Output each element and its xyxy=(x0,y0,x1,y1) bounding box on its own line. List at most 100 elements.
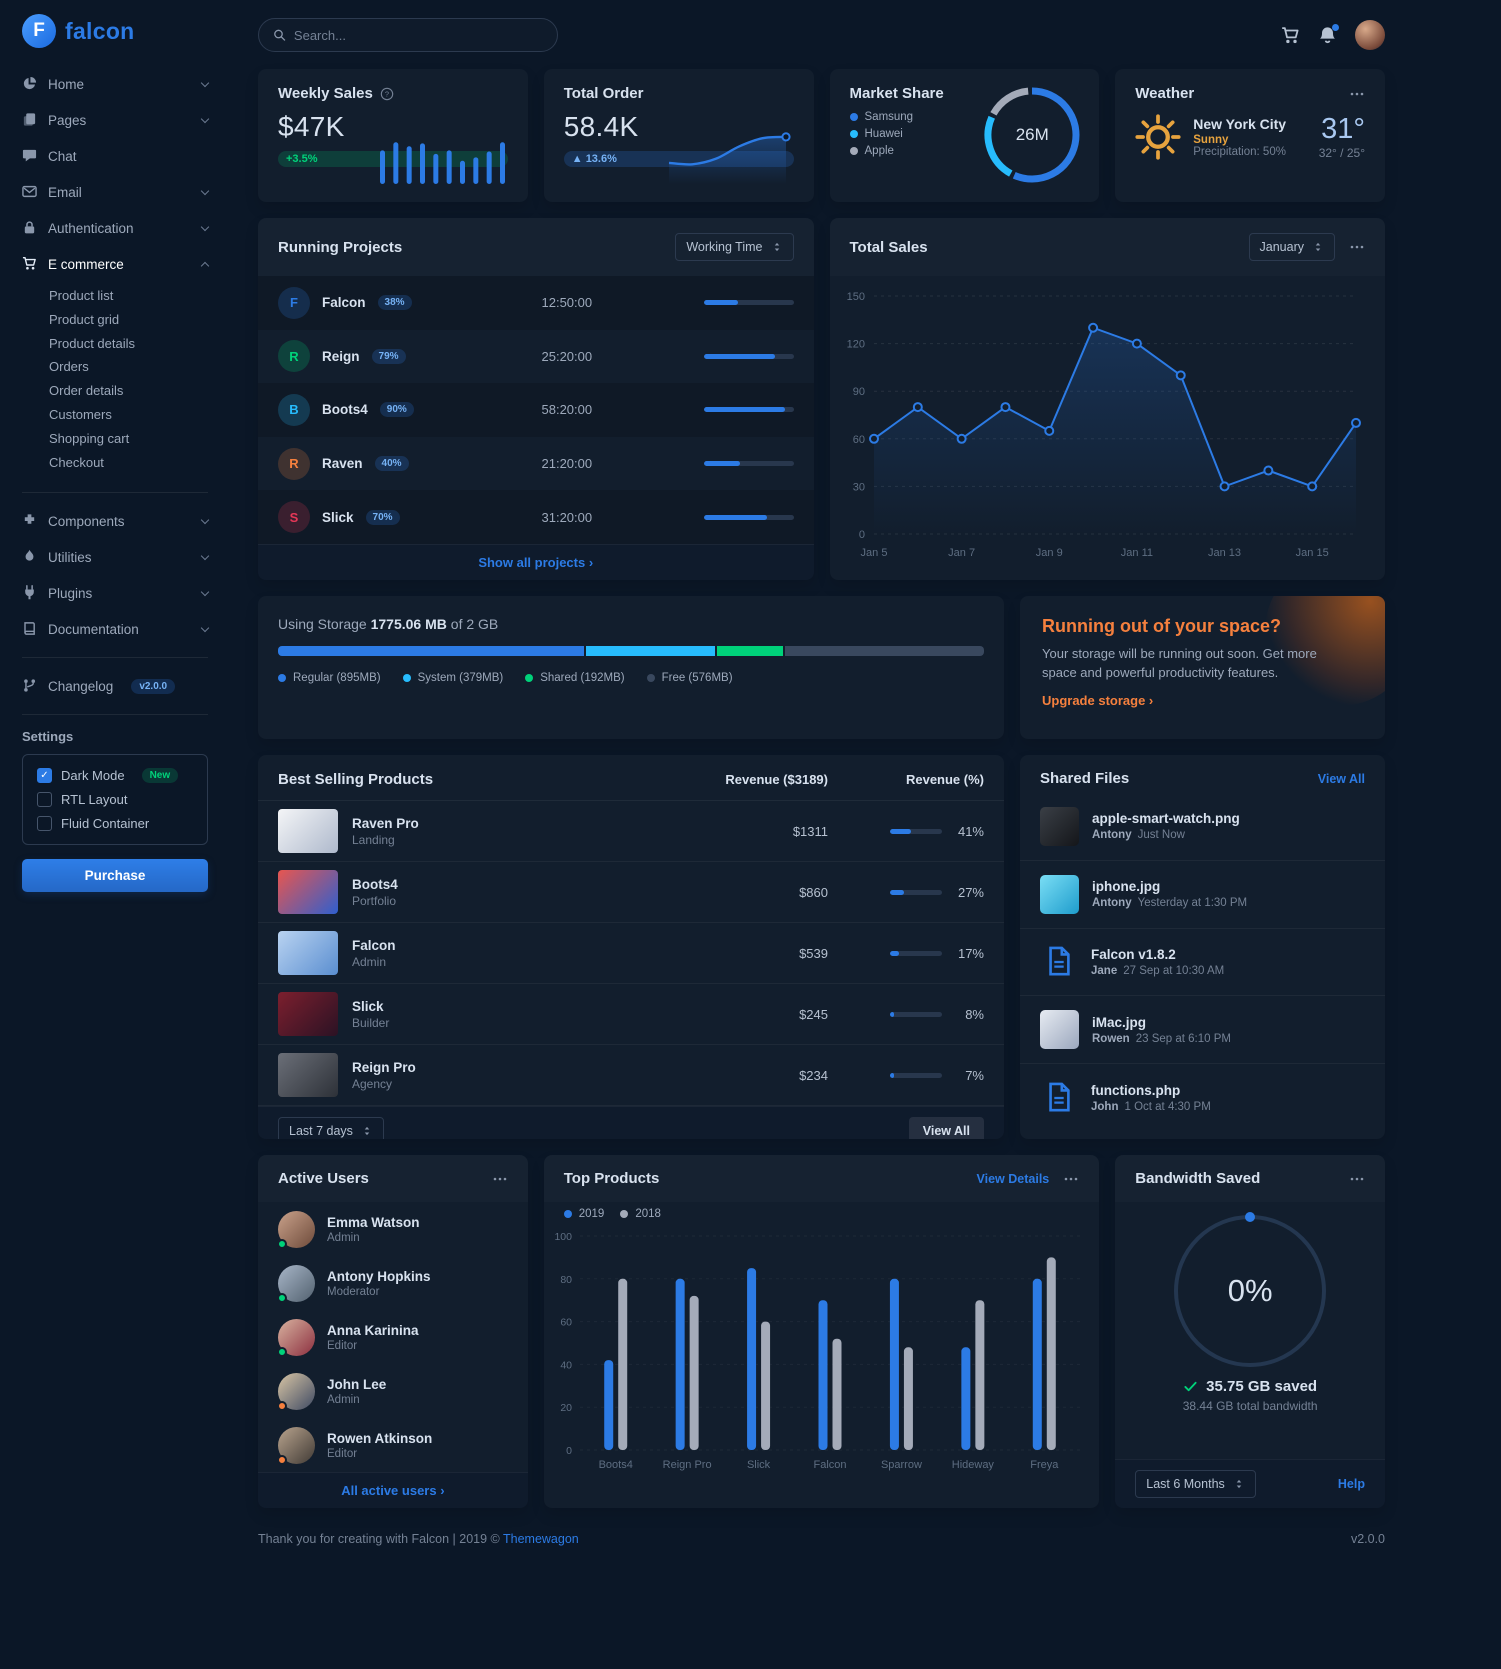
upgrade-storage-link[interactable]: Upgrade storage › xyxy=(1042,692,1154,708)
user-name[interactable]: Emma Watson xyxy=(327,1214,420,1230)
total-sales-title: Total Sales xyxy=(849,238,928,256)
checkbox-icon[interactable] xyxy=(37,816,52,832)
ellipsis-menu-icon[interactable] xyxy=(492,1171,508,1187)
user-name[interactable]: Rowen Atkinson xyxy=(327,1430,433,1446)
sidebar-item-utilities[interactable]: Utilities xyxy=(22,539,210,575)
question-circle-icon[interactable]: ? xyxy=(380,87,394,101)
project-avatar: R xyxy=(278,447,310,480)
view-all-files-link[interactable]: View All xyxy=(1317,771,1365,786)
copy-icon xyxy=(22,112,38,128)
search-box[interactable] xyxy=(258,18,558,52)
sidebar-item-components[interactable]: Components xyxy=(22,503,210,539)
sidebar-item-label: Components xyxy=(48,513,125,529)
file-name[interactable]: apple-smart-watch.png xyxy=(1092,811,1240,827)
svg-text:120: 120 xyxy=(846,339,864,351)
purchase-button[interactable]: Purchase xyxy=(22,859,208,893)
project-name[interactable]: Slick xyxy=(322,509,354,525)
file-row: Falcon v1.8.2 Jane 27 Sep at 10:30 AM xyxy=(1020,929,1385,997)
working-time-select[interactable]: Working Time xyxy=(675,233,794,261)
checkbox-checked-icon[interactable]: ✓ xyxy=(37,768,52,784)
project-name[interactable]: Boots4 xyxy=(322,402,368,418)
product-name[interactable]: Raven Pro xyxy=(352,815,419,831)
view-details-link[interactable]: View Details xyxy=(976,1171,1050,1186)
sidebar-item-documentation[interactable]: Documentation xyxy=(22,611,210,647)
file-owner: Jane xyxy=(1091,964,1118,977)
revenue-bar xyxy=(890,1011,942,1017)
chevron-down-icon xyxy=(200,186,210,195)
last-6-months-select[interactable]: Last 6 Months xyxy=(1135,1470,1256,1498)
show-all-projects-link[interactable]: Show all projects › xyxy=(478,555,594,570)
view-all-button[interactable]: View All xyxy=(908,1117,984,1139)
project-time: 21:20:00 xyxy=(541,456,593,472)
svg-text:0: 0 xyxy=(858,529,864,541)
sidebar-item-changelog[interactable]: Changelog v2.0.0 xyxy=(22,668,208,704)
product-name[interactable]: Reign Pro xyxy=(352,1059,416,1075)
sidebar-item-email[interactable]: Email xyxy=(22,174,210,210)
sidebar-item-ecommerce[interactable]: E commerce xyxy=(22,246,210,282)
help-link[interactable]: Help xyxy=(1337,1477,1365,1491)
project-name[interactable]: Reign xyxy=(322,348,360,364)
file-owner: Antony xyxy=(1092,829,1132,842)
all-active-users-link[interactable]: All active users › xyxy=(341,1483,445,1498)
new-badge: New xyxy=(141,768,179,784)
user-row: John Lee Admin xyxy=(258,1364,528,1418)
ellipsis-menu-icon[interactable] xyxy=(1063,1171,1079,1187)
project-row: B Boots4 90% 58:20:00 xyxy=(258,383,814,437)
file-row: apple-smart-watch.png Antony Just Now xyxy=(1020,793,1385,861)
chat-icon xyxy=(22,148,38,164)
product-name[interactable]: Falcon xyxy=(352,937,396,953)
ellipsis-menu-icon[interactable] xyxy=(1349,1171,1365,1187)
file-name[interactable]: functions.php xyxy=(1091,1082,1181,1098)
ellipsis-menu-icon[interactable] xyxy=(1349,239,1365,255)
sidebar-item-authentication[interactable]: Authentication xyxy=(22,210,210,246)
revenue-percent: 41% xyxy=(957,823,984,839)
search-input[interactable] xyxy=(293,27,543,43)
file-name[interactable]: iMac.jpg xyxy=(1092,1014,1147,1030)
file-name[interactable]: iphone.jpg xyxy=(1092,879,1161,895)
brand-logo[interactable]: F falcon xyxy=(22,14,208,48)
rtl-layout-toggle[interactable]: RTL Layout xyxy=(37,792,193,808)
product-category: Builder xyxy=(352,1015,390,1030)
project-name[interactable]: Falcon xyxy=(322,295,366,311)
sidebar-item-home[interactable]: Home xyxy=(22,66,210,102)
file-name[interactable]: Falcon v1.8.2 xyxy=(1091,946,1176,962)
sidebar-item-chat[interactable]: Chat xyxy=(22,138,208,174)
project-avatar: B xyxy=(278,393,310,426)
weather-title: Weather xyxy=(1135,85,1195,102)
column-revenue: Revenue ($3189) xyxy=(725,772,828,787)
user-avatar[interactable] xyxy=(1355,20,1385,50)
sidebar-subitem-product-details[interactable]: Product details xyxy=(49,335,135,351)
legend-item-free: Free (576MB) xyxy=(646,672,733,684)
themewagon-link[interactable]: Themewagon xyxy=(503,1532,579,1546)
sidebar-subitem-orders[interactable]: Orders xyxy=(49,359,89,375)
product-name[interactable]: Boots4 xyxy=(352,876,398,892)
sidebar-item-plugins[interactable]: Plugins xyxy=(22,575,210,611)
sidebar-subitem-checkout[interactable]: Checkout xyxy=(49,454,104,470)
sidebar-item-pages[interactable]: Pages xyxy=(22,102,210,138)
revenue-bar xyxy=(890,889,942,895)
dark-mode-toggle[interactable]: ✓ Dark Mode New xyxy=(37,768,193,784)
version-badge: v2.0.0 xyxy=(131,678,176,694)
weather-city: New York City xyxy=(1193,116,1287,132)
sidebar-subitem-shopping-cart[interactable]: Shopping cart xyxy=(49,430,130,446)
notifications-bell-icon[interactable] xyxy=(1318,23,1339,45)
user-name[interactable]: John Lee xyxy=(327,1376,387,1392)
last-7-days-select[interactable]: Last 7 days xyxy=(278,1117,384,1139)
cart-icon[interactable] xyxy=(1281,26,1300,45)
ellipsis-menu-icon[interactable] xyxy=(1349,86,1365,102)
project-percent-badge: 38% xyxy=(377,295,412,311)
sidebar-subitem-order-details[interactable]: Order details xyxy=(49,383,124,399)
user-name[interactable]: Anna Karinina xyxy=(327,1322,419,1338)
fluid-container-toggle[interactable]: Fluid Container xyxy=(37,816,193,832)
product-name[interactable]: Slick xyxy=(352,998,384,1014)
sidebar-subitem-product-grid[interactable]: Product grid xyxy=(49,311,120,327)
checkbox-icon[interactable] xyxy=(37,792,52,808)
user-name[interactable]: Antony Hopkins xyxy=(327,1268,431,1284)
legend-item-2018[interactable]: 2018 xyxy=(620,1208,661,1220)
sidebar-subitem-customers[interactable]: Customers xyxy=(49,406,112,422)
sidebar-subitem-product-list[interactable]: Product list xyxy=(49,288,114,303)
project-name[interactable]: Raven xyxy=(322,456,363,472)
legend-item-2019[interactable]: 2019 xyxy=(563,1208,604,1220)
month-select[interactable]: January xyxy=(1248,233,1335,261)
storage-segment-shared xyxy=(717,646,784,656)
